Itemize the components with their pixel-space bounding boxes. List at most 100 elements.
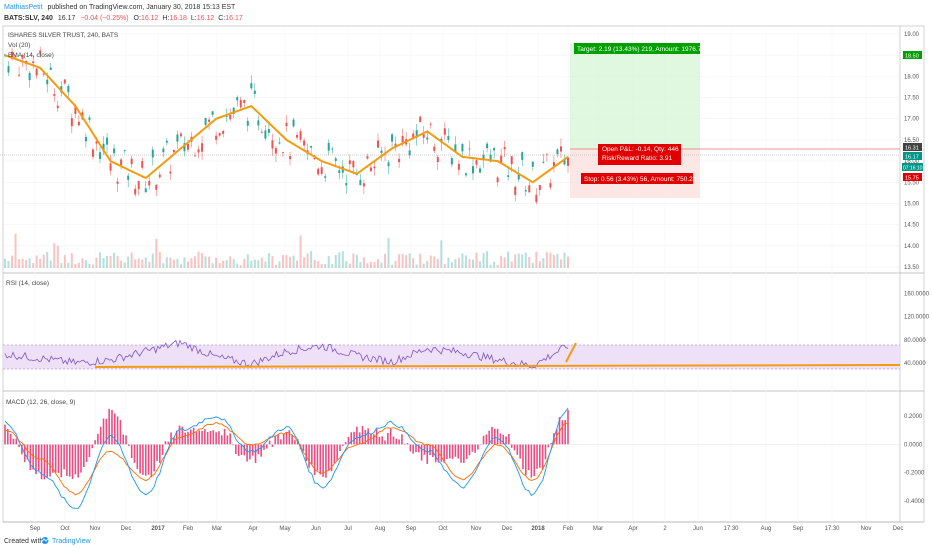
- volume-bar: [239, 264, 242, 268]
- candle-body: [457, 163, 460, 170]
- volume-bar: [440, 240, 443, 268]
- candle-body: [514, 186, 517, 195]
- candle-body: [250, 83, 253, 89]
- open-badge: [903, 143, 922, 151]
- volume-bar: [468, 258, 471, 268]
- rsi-breakout-line: [565, 342, 577, 363]
- macd-hist-bar: [418, 444, 420, 453]
- target-zone: [570, 43, 700, 149]
- volume-bar: [398, 254, 401, 268]
- volume-bar: [320, 264, 323, 268]
- price-tick: 16.00: [904, 159, 920, 165]
- price-tick: 18.00: [904, 74, 920, 80]
- candle-body: [46, 79, 49, 85]
- volume-bar: [387, 238, 390, 268]
- open-badge-text: 16.31: [905, 146, 919, 152]
- macd-hist-bar: [97, 433, 99, 445]
- candle-body: [362, 183, 365, 187]
- volume-bar: [380, 262, 383, 268]
- candle-body: [517, 173, 520, 180]
- macd-hist-bar: [550, 443, 552, 445]
- candle-body: [14, 56, 17, 58]
- macd-hist-bar: [60, 444, 63, 478]
- candle-body: [559, 146, 562, 152]
- candle-body: [549, 183, 552, 188]
- volume-bar: [116, 255, 119, 268]
- macd-axis[interactable]: 0.2000 0.0000 -0.2000 -0.4000: [904, 414, 925, 505]
- volume-bar: [246, 254, 249, 268]
- candle-body: [567, 157, 569, 166]
- price-tick: 17.00: [904, 117, 920, 123]
- macd-hist-bar: [254, 444, 257, 464]
- macd-hist-bar: [499, 433, 502, 445]
- author-link[interactable]: MathiasPetit: [4, 4, 43, 11]
- candle-body: [373, 166, 376, 169]
- candle-body: [510, 156, 513, 165]
- published-text: published on TradingView.com, January 30…: [47, 4, 236, 11]
- candle-body: [225, 116, 228, 117]
- candle-body: [197, 149, 200, 153]
- rsi-axis[interactable]: 160.0000 120.0000 80.0000 40.0000: [904, 292, 930, 367]
- candle-body: [426, 137, 429, 140]
- candle-body: [39, 50, 42, 54]
- volume-bar: [162, 263, 165, 268]
- macd-hist-bar: [91, 444, 94, 449]
- time-axis[interactable]: Sep Oct Nov Dec 2017 Feb Mar Apr May Jun Jul Aug Sep…: [30, 526, 904, 532]
- macd-hist-bar: [271, 444, 274, 447]
- macd-hist-bar: [125, 435, 127, 445]
- macd-hist-bar: [285, 432, 288, 445]
- macd-hist-bar: [195, 432, 198, 445]
- macd-pane[interactable]: MACD (12, 26, close, 9): [3, 399, 900, 509]
- macd-signal-line: [4, 421, 569, 496]
- candle-body: [243, 99, 246, 104]
- candle-body: [70, 118, 73, 127]
- volume-bar: [338, 252, 341, 268]
- price-pane[interactable]: Target: 2.19 (13.43%) 219, Amount: 1976.…: [0, 32, 900, 268]
- candle-body: [338, 170, 341, 173]
- macd-hist-bar: [192, 427, 195, 445]
- volume-bar: [11, 255, 14, 268]
- time-tick: Oct: [60, 526, 70, 532]
- candle-body: [102, 143, 105, 152]
- macd-hist-bar: [218, 431, 220, 445]
- macd-hist-bar: [395, 438, 398, 445]
- volume-bar: [46, 252, 49, 268]
- candle-body: [496, 177, 499, 183]
- macd-hist-bar: [119, 420, 122, 445]
- price-badges: 18.50 16.31 16.17 07:16:10 15.75: [902, 51, 923, 182]
- candle-body: [32, 61, 35, 64]
- time-tick: Jul: [344, 526, 352, 532]
- candle-body: [503, 147, 506, 150]
- volume-bar: [113, 252, 116, 268]
- volume-bar: [151, 253, 154, 268]
- candle-body: [461, 143, 464, 152]
- volume-bar: [405, 255, 408, 268]
- price-axis[interactable]: 19.00 18.50 18.00 17.50 17.00 16.50 16.00 15.50…: [904, 32, 920, 271]
- rsi-tick: 160.0000: [904, 292, 930, 298]
- macd-hist-bar: [432, 444, 434, 458]
- macd-hist-bar: [136, 444, 139, 469]
- open-label: O:: [134, 15, 141, 22]
- macd-hist-bar: [378, 436, 381, 445]
- target-label: Target: 2.19 (13.43%) 219, Amount: 1976.…: [577, 46, 705, 53]
- volume-bar: [366, 263, 369, 268]
- candle-body: [310, 146, 313, 148]
- volume-bar: [21, 258, 24, 268]
- candle-body: [229, 114, 232, 120]
- volume-bar: [394, 260, 397, 268]
- volume-bar: [542, 258, 545, 268]
- rsi-pane[interactable]: RSI (14, close): [3, 280, 901, 370]
- rsi-line: [4, 339, 569, 369]
- candle-body: [236, 97, 239, 101]
- candle-body: [35, 68, 38, 76]
- macd-hist-bar: [353, 431, 355, 445]
- candle-body: [415, 130, 418, 138]
- macd-title: MACD (12, 26, close, 9): [6, 399, 75, 406]
- footer-brand[interactable]: TradingView: [52, 538, 91, 545]
- macd-hist-bar: [336, 444, 338, 461]
- macd-hist-bar: [420, 444, 423, 461]
- time-tick: Jun: [693, 526, 703, 532]
- volume-bar: [278, 261, 281, 268]
- volume-bar: [362, 257, 365, 268]
